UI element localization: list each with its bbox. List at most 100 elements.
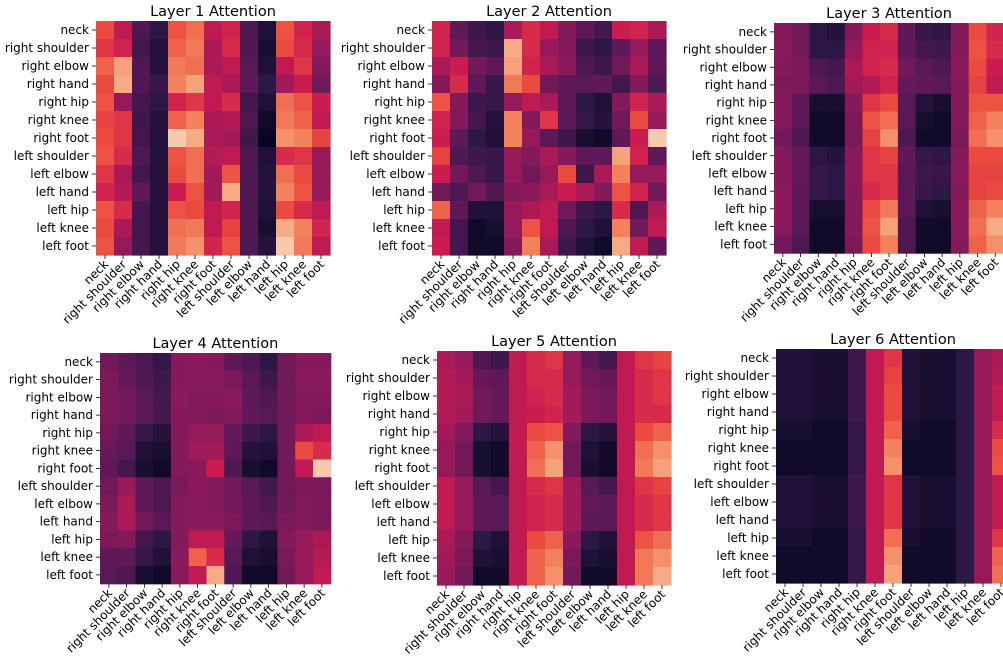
heatmap-cell <box>809 146 828 166</box>
heatmap-cell <box>933 235 952 254</box>
heatmap-cell <box>630 21 649 40</box>
heatmap-cell <box>527 387 546 406</box>
heatmap-cell <box>312 39 331 58</box>
heatmap-cell <box>117 370 137 390</box>
heatmap-cell <box>206 566 225 585</box>
heatmap-cell <box>809 93 828 113</box>
heatmap-cell <box>791 129 810 148</box>
heatmap-cell <box>774 58 793 77</box>
heatmap-cell <box>473 477 492 496</box>
heatmap-cell <box>432 21 451 40</box>
heatmap-cell <box>915 164 934 183</box>
heatmap-cell <box>171 388 190 407</box>
heatmap-cell <box>312 57 331 76</box>
heatmap-cell <box>776 439 795 458</box>
heatmap-cell <box>938 349 957 368</box>
heatmap-cell <box>100 459 119 478</box>
heatmap-cell <box>259 388 279 407</box>
y-tick-label: left elbow <box>30 167 89 181</box>
heatmap-cell <box>504 111 523 130</box>
heatmap-cell <box>313 406 332 425</box>
y-tick-label: left elbow <box>366 167 425 181</box>
heatmap-cell <box>920 403 939 422</box>
heatmap-cell <box>437 387 456 406</box>
heatmap-cell <box>897 146 917 166</box>
heatmap-cell <box>100 424 119 443</box>
heatmap-cell <box>974 349 993 368</box>
heatmap-cell <box>599 531 618 550</box>
heatmap-cell <box>791 58 810 77</box>
heatmap-cell <box>827 164 846 183</box>
heatmap-cell <box>612 57 631 76</box>
heatmap-cell <box>974 511 993 530</box>
heatmap-cell <box>653 351 672 370</box>
heatmap-cell <box>100 530 119 549</box>
heatmap-cell <box>240 57 259 76</box>
heatmap-cell <box>224 406 243 425</box>
heatmap-cell <box>794 547 813 566</box>
heatmap-cell <box>486 201 505 220</box>
heatmap-cell <box>774 146 793 166</box>
heatmap-cell <box>774 182 793 201</box>
heatmap-cell <box>468 21 487 40</box>
heatmap-cell <box>100 388 119 407</box>
heatmap-cell <box>920 475 939 494</box>
heatmap-cell <box>986 76 1003 95</box>
heatmap-cell <box>956 403 975 422</box>
heatmap-cell <box>468 39 487 58</box>
y-tick-label: right knee <box>28 113 89 127</box>
heatmap-cell <box>224 530 243 549</box>
heatmap-cell <box>594 39 613 58</box>
heatmap-cell <box>951 76 970 95</box>
heatmap-cell <box>902 475 921 494</box>
heatmap-cell <box>986 182 1003 201</box>
heatmap-cell <box>612 39 631 58</box>
heatmap-cell <box>617 441 636 460</box>
heatmap-cell <box>992 403 1003 422</box>
heatmap-cell <box>848 367 867 386</box>
heatmap-cell <box>844 164 864 183</box>
heatmap-cell <box>617 513 636 532</box>
heatmap-cell <box>509 405 528 424</box>
heatmap-cell <box>509 351 528 370</box>
heatmap-cell <box>938 511 957 530</box>
heatmap-cell <box>848 385 867 404</box>
heatmap-cell <box>915 58 934 77</box>
heatmap-cell <box>468 93 487 112</box>
heatmap-cell <box>153 512 172 532</box>
heatmap-cell <box>522 165 541 184</box>
heatmap-cell <box>114 21 133 40</box>
heatmap-cell <box>432 111 451 130</box>
heatmap-cell <box>884 511 903 530</box>
heatmap-cell <box>920 385 939 404</box>
heatmap-cell <box>522 21 541 40</box>
heatmap-cell <box>812 529 831 548</box>
heatmap-cell <box>171 370 190 390</box>
heatmap-cell <box>455 513 474 532</box>
heatmap-cell <box>96 21 115 40</box>
heatmap-cell <box>576 21 595 40</box>
heatmap-cell <box>188 388 208 407</box>
y-tick-label: left knee <box>372 221 425 235</box>
heatmap-cell <box>224 388 243 407</box>
heatmap-cell <box>986 164 1003 183</box>
heatmap-cell <box>866 385 885 404</box>
heatmap-cell <box>473 369 492 388</box>
heatmap-cell <box>259 459 279 478</box>
heatmap-cell <box>956 421 975 440</box>
heatmap-cell <box>812 565 831 584</box>
heatmap-cell <box>242 370 261 390</box>
heatmap-cell <box>450 21 469 40</box>
heatmap-cell <box>653 567 672 586</box>
heatmap-cell <box>240 111 259 130</box>
heatmap-cell <box>527 495 546 514</box>
heatmap-cell <box>527 441 546 460</box>
heatmap-cell <box>653 459 672 478</box>
heatmap-cell <box>920 457 939 476</box>
heatmap-cell <box>594 237 613 256</box>
heatmap-cell <box>545 549 564 568</box>
heatmap-cell <box>902 565 921 584</box>
heatmap-cell <box>509 549 528 568</box>
heatmap-cell <box>862 200 881 219</box>
heatmap-cell <box>96 111 115 130</box>
